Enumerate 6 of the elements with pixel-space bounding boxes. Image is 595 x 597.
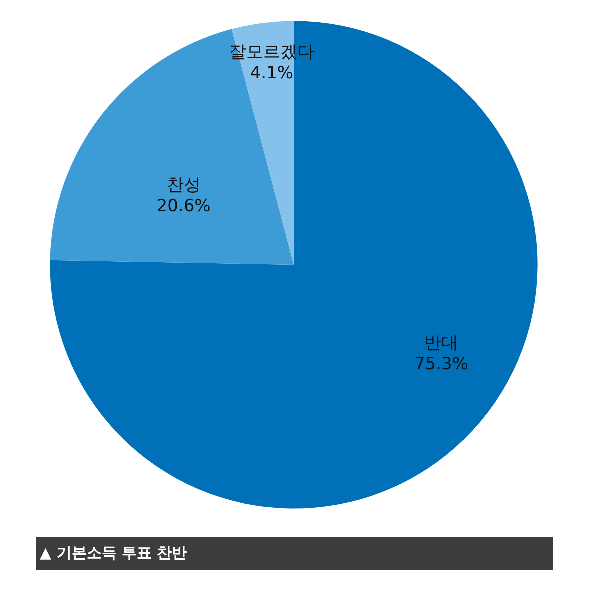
slice-label: 반대 xyxy=(424,334,458,354)
slice-label: 찬성 xyxy=(166,175,201,196)
data-label: 75.3% xyxy=(414,354,468,375)
data-label: 20.6% xyxy=(156,196,211,216)
data-label: 4.1% xyxy=(250,64,294,84)
text: ▲ 기본소득 투표 찬반 xyxy=(36,537,553,570)
